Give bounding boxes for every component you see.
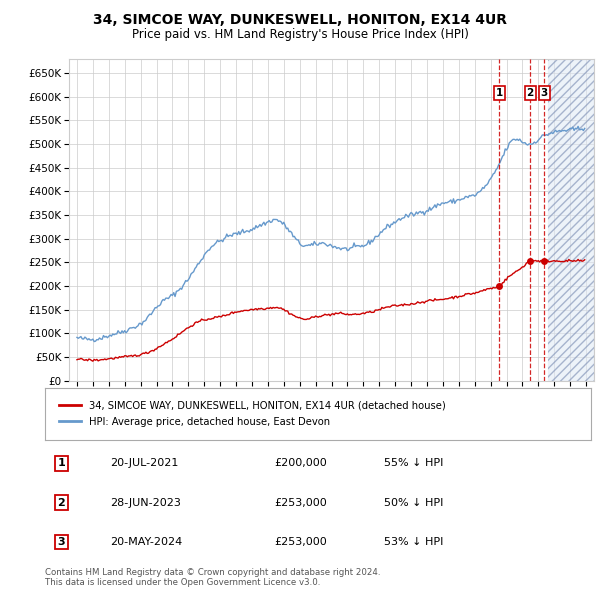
Text: 20-JUL-2021: 20-JUL-2021 [110,458,179,468]
Text: Price paid vs. HM Land Registry's House Price Index (HPI): Price paid vs. HM Land Registry's House … [131,28,469,41]
Text: 28-JUN-2023: 28-JUN-2023 [110,498,181,507]
Text: 3: 3 [541,88,548,98]
Text: £200,000: £200,000 [274,458,327,468]
Bar [548,59,594,381]
Text: 1: 1 [58,458,65,468]
Text: £253,000: £253,000 [274,498,327,507]
Text: 53% ↓ HPI: 53% ↓ HPI [383,537,443,547]
Text: 50% ↓ HPI: 50% ↓ HPI [383,498,443,507]
Text: 2: 2 [527,88,534,98]
Text: Contains HM Land Registry data © Crown copyright and database right 2024.
This d: Contains HM Land Registry data © Crown c… [45,568,380,587]
Text: 20-MAY-2024: 20-MAY-2024 [110,537,183,547]
Text: 3: 3 [58,537,65,547]
Legend: 34, SIMCOE WAY, DUNKESWELL, HONITON, EX14 4UR (detached house), HPI: Average pri: 34, SIMCOE WAY, DUNKESWELL, HONITON, EX1… [55,396,450,431]
Text: 55% ↓ HPI: 55% ↓ HPI [383,458,443,468]
Text: £253,000: £253,000 [274,537,327,547]
Text: 1: 1 [496,88,503,98]
Bar [548,59,594,381]
Text: 34, SIMCOE WAY, DUNKESWELL, HONITON, EX14 4UR: 34, SIMCOE WAY, DUNKESWELL, HONITON, EX1… [93,13,507,27]
Text: 2: 2 [58,498,65,507]
